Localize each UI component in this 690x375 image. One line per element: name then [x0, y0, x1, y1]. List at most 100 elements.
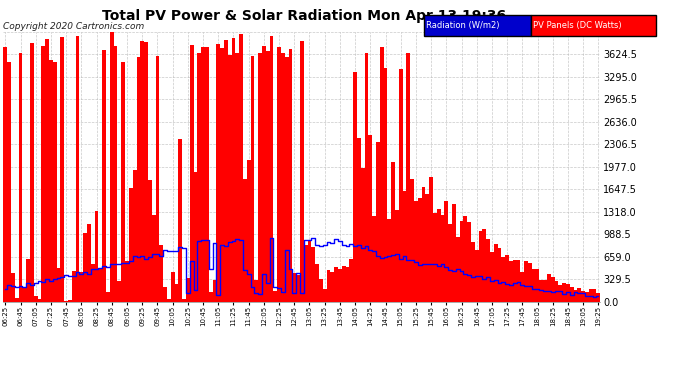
Bar: [273, 291, 277, 302]
Bar: [479, 231, 482, 302]
Bar: [152, 215, 155, 302]
Bar: [380, 47, 384, 302]
Bar: [190, 45, 193, 302]
Bar: [293, 273, 296, 302]
Bar: [243, 179, 247, 302]
Bar: [3, 47, 8, 302]
Bar: [494, 243, 497, 302]
Bar: [26, 259, 30, 302]
Bar: [414, 201, 418, 302]
Bar: [570, 287, 573, 302]
Bar: [137, 57, 140, 302]
Text: Radiation (W/m2): Radiation (W/m2): [426, 21, 500, 30]
Bar: [547, 274, 551, 302]
Bar: [395, 210, 399, 302]
Bar: [266, 51, 270, 302]
Bar: [342, 266, 346, 302]
Bar: [285, 57, 288, 302]
Bar: [38, 299, 41, 302]
Bar: [532, 269, 535, 302]
Bar: [593, 290, 596, 302]
Bar: [262, 46, 266, 302]
Bar: [15, 298, 19, 302]
Bar: [170, 272, 175, 302]
Bar: [197, 53, 201, 302]
Bar: [300, 41, 304, 302]
Text: PV Panels (DC Watts): PV Panels (DC Watts): [533, 21, 622, 30]
Bar: [125, 261, 129, 302]
Bar: [566, 284, 570, 302]
Bar: [433, 213, 437, 302]
Bar: [361, 168, 364, 302]
Bar: [596, 294, 600, 302]
Bar: [338, 269, 342, 302]
Bar: [117, 281, 121, 302]
Bar: [106, 292, 110, 302]
Bar: [155, 56, 159, 302]
Bar: [193, 172, 197, 302]
Bar: [213, 280, 217, 302]
Bar: [205, 46, 209, 302]
Bar: [524, 261, 528, 302]
Bar: [281, 54, 285, 302]
Bar: [482, 229, 486, 302]
Bar: [551, 277, 555, 302]
Bar: [475, 250, 479, 302]
Bar: [129, 188, 132, 302]
Bar: [353, 72, 357, 302]
Bar: [411, 178, 414, 302]
Bar: [540, 280, 543, 302]
Bar: [159, 245, 163, 302]
Text: Total PV Power & Solar Radiation Mon Apr 13 19:36: Total PV Power & Solar Radiation Mon Apr…: [101, 9, 506, 23]
Bar: [209, 292, 213, 302]
Bar: [49, 60, 53, 302]
Bar: [387, 219, 391, 302]
Bar: [331, 272, 334, 302]
Bar: [464, 216, 467, 302]
Bar: [41, 46, 46, 302]
Bar: [64, 301, 68, 302]
Bar: [441, 215, 444, 302]
Bar: [8, 62, 11, 302]
Bar: [581, 291, 585, 302]
Bar: [505, 255, 509, 302]
Bar: [102, 50, 106, 302]
Bar: [376, 142, 380, 302]
Bar: [456, 237, 460, 302]
Bar: [68, 300, 72, 302]
Bar: [114, 45, 117, 302]
Bar: [79, 272, 83, 302]
Bar: [232, 38, 235, 302]
Bar: [175, 284, 178, 302]
Bar: [429, 177, 433, 302]
Bar: [61, 38, 64, 302]
Bar: [250, 56, 255, 302]
Bar: [277, 46, 281, 302]
Bar: [543, 280, 547, 302]
Bar: [72, 271, 76, 302]
Bar: [346, 267, 349, 302]
Bar: [30, 43, 34, 302]
Bar: [110, 32, 114, 302]
Bar: [384, 68, 387, 302]
Bar: [34, 296, 38, 302]
Bar: [228, 55, 232, 302]
Bar: [513, 260, 517, 302]
Bar: [452, 204, 456, 302]
Bar: [589, 289, 593, 302]
Bar: [217, 44, 220, 302]
Bar: [87, 224, 91, 302]
Bar: [509, 261, 513, 302]
Bar: [247, 160, 250, 302]
Bar: [426, 194, 429, 302]
Bar: [334, 267, 338, 302]
Bar: [308, 241, 311, 302]
Bar: [144, 42, 148, 302]
Bar: [364, 53, 368, 302]
Bar: [497, 248, 502, 302]
Bar: [357, 138, 361, 302]
Bar: [349, 259, 353, 302]
Bar: [255, 280, 258, 302]
Bar: [182, 299, 186, 302]
Bar: [422, 187, 426, 302]
